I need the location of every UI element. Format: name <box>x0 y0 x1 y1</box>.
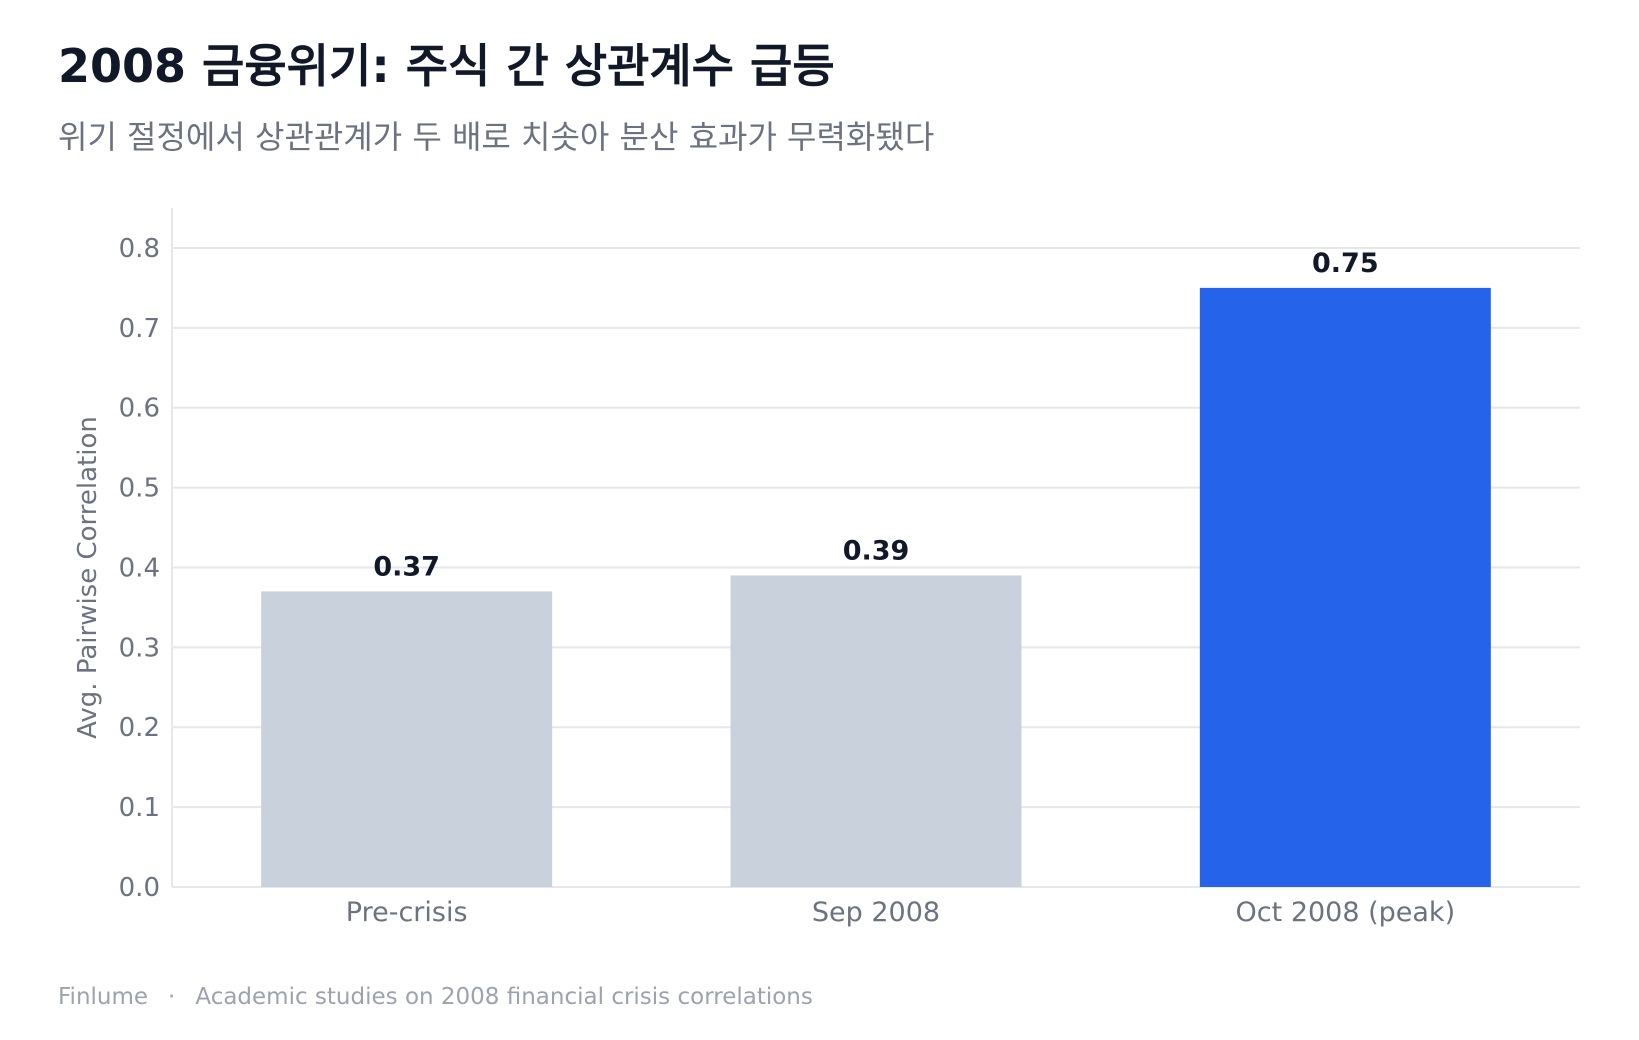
y-tick-label: 0.5 <box>119 474 160 504</box>
y-axis-title: Avg. Pairwise Correlation <box>73 416 103 739</box>
data-label: 0.39 <box>843 535 910 566</box>
y-tick-labels: 0.0 0.1 0.2 0.3 0.4 0.5 0.6 0.7 0.8 <box>119 234 160 903</box>
x-tick-label: Oct 2008 (peak) <box>1236 897 1456 928</box>
y-tick-label: 0.4 <box>119 553 160 583</box>
y-tick-label: 0.0 <box>119 873 160 903</box>
footer-brand: Finlume <box>58 984 148 1010</box>
y-tick-label: 0.6 <box>119 394 160 424</box>
x-tick-labels: Pre-crisis Sep 2008 Oct 2008 (peak) <box>346 897 1455 928</box>
y-tick-label: 0.1 <box>119 793 160 823</box>
bar <box>1200 288 1491 887</box>
bars <box>261 288 1491 887</box>
y-tick-label: 0.8 <box>119 234 160 264</box>
x-tick-label: Sep 2008 <box>812 897 940 928</box>
y-tick-label: 0.2 <box>119 713 160 743</box>
footer-separator: · <box>168 984 175 1010</box>
x-tick-label: Pre-crisis <box>346 897 468 928</box>
data-label: 0.75 <box>1312 248 1379 279</box>
data-label: 0.37 <box>373 551 440 582</box>
bar <box>731 575 1022 887</box>
y-tick-label: 0.7 <box>119 314 160 344</box>
footer-source: Academic studies on 2008 financial crisi… <box>195 984 813 1010</box>
y-tick-label: 0.3 <box>119 633 160 663</box>
footer: Finlume · Academic studies on 2008 financi… <box>58 984 813 1010</box>
bar <box>261 591 552 887</box>
